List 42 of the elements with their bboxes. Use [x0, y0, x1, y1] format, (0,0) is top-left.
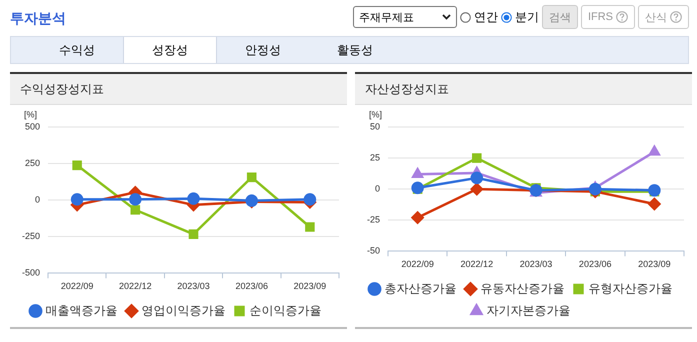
x-tick-label: 2023/03	[520, 259, 552, 270]
legend-label: 총자산증가율	[384, 281, 456, 296]
y-tick-label: -250	[22, 231, 40, 242]
x-tick-label: 2023/06	[578, 259, 612, 270]
y-axis-title: [%]	[369, 109, 382, 120]
y-tick-label: 500	[24, 121, 40, 132]
text: 성장성	[123, 37, 217, 63]
text: 분기	[514, 8, 539, 26]
text: 수익성	[58, 42, 96, 59]
x-tick-label: 2022/12	[119, 281, 152, 292]
y-axis-title: [%]	[24, 109, 38, 120]
text: 연간	[474, 8, 498, 26]
text: 투자분석	[10, 10, 66, 28]
x-tick-label: 2022/09	[60, 281, 94, 292]
x-tick-label: 2023/09	[294, 281, 326, 292]
legend-label: 순이익증가율	[250, 303, 322, 318]
x-tick-label: 2023/06	[235, 281, 268, 292]
text: IFRS	[588, 11, 613, 23]
legend-label: 매출액증가율	[46, 303, 118, 318]
legend-label: 자기자본증가율	[486, 303, 570, 318]
text: 주재무제표	[358, 10, 414, 24]
x-tick-label: 2022/12	[460, 259, 494, 270]
x-tick-label: 2023/03	[177, 281, 210, 292]
x-tick-label: 2023/09	[638, 259, 671, 270]
y-tick-label: -500	[22, 268, 40, 278]
y-tick-label: 0	[35, 194, 40, 205]
y-tick-label: 50	[370, 121, 380, 132]
legend-label: 유동자산증가율	[480, 281, 564, 296]
chart-title: 자산성장성지표	[355, 72, 692, 105]
y-tick-label: -25	[366, 214, 380, 225]
text: 안정성	[244, 42, 282, 59]
legend-label: 유형자산증가율	[588, 281, 672, 296]
x-tick-label: 2022/09	[401, 259, 434, 270]
text: 검색	[542, 5, 578, 29]
legend-label: 영업이익증가율	[142, 303, 226, 318]
y-tick-label: 250	[24, 158, 40, 168]
y-tick-label: -50	[366, 246, 380, 256]
y-tick-label: 25	[370, 152, 380, 163]
text: 활동성	[336, 42, 374, 59]
text: 산식	[645, 10, 667, 24]
chart-title: 수익성장성지표	[10, 72, 347, 105]
y-tick-label: 0	[374, 184, 380, 194]
